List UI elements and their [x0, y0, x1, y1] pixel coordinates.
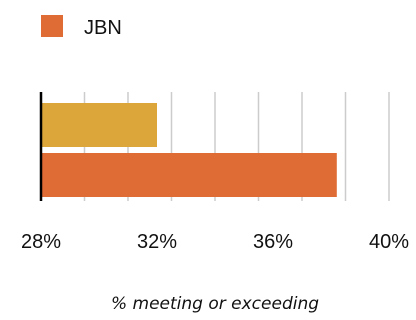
bars — [41, 103, 337, 197]
x-tick-label: 28% — [21, 231, 61, 253]
legend: JBN — [41, 15, 122, 39]
x-tick-labels: 28% 32% 36% 40% — [21, 231, 409, 253]
legend-label: JBN — [84, 17, 122, 39]
legend-swatch — [41, 15, 63, 37]
x-tick-label: 40% — [369, 231, 409, 253]
x-tick-label: 32% — [137, 231, 177, 253]
bar-1 — [41, 103, 157, 147]
x-axis-title: % meeting or exceeding — [111, 294, 319, 314]
bar-2 — [41, 153, 337, 197]
x-tick-label: 36% — [253, 231, 293, 253]
